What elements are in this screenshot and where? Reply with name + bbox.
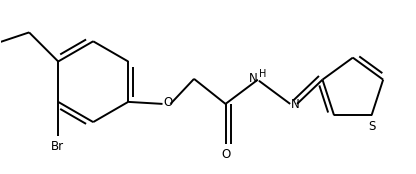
Text: H: H (259, 69, 267, 79)
Text: N: N (291, 98, 300, 112)
Text: S: S (368, 120, 375, 133)
Text: Br: Br (51, 140, 64, 153)
Text: O: O (163, 96, 172, 109)
Text: N: N (249, 72, 258, 85)
Text: O: O (221, 148, 230, 161)
